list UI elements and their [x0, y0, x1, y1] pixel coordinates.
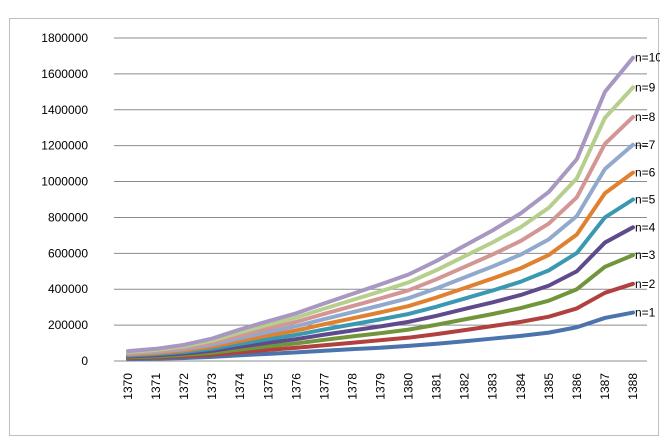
series-label: n=10: [635, 51, 660, 65]
line-chart: 0 200000 400000 600000 800000 1000000 1200000 1…: [41, 31, 660, 400]
series-lines: [126, 55, 635, 362]
x-tick-label: 1383: [486, 373, 500, 400]
x-tick-label: 1372: [177, 373, 191, 400]
x-tick-label: 1371: [149, 373, 163, 400]
series-label: n=1: [635, 306, 656, 320]
gridlines: [114, 37, 647, 362]
x-tick-label: 1377: [317, 373, 331, 400]
series-line-n=9: [126, 85, 635, 355]
x-tick-label: 1373: [205, 373, 219, 400]
series-label: n=2: [635, 277, 656, 291]
x-tick-label: 1370: [121, 373, 135, 400]
x-tick-label: 1374: [233, 373, 247, 400]
series-label: n=3: [635, 248, 656, 262]
y-tick-label: 800000: [48, 210, 88, 224]
series-labels: n=1 n=2 n=3 n=4 n=5 n=6 n=7 n=8 n=9 n=10: [635, 51, 660, 320]
y-tick-label: 1800000: [41, 31, 88, 45]
series-label: n=6: [635, 166, 656, 180]
series-line-n=5: [126, 197, 635, 358]
y-tick-label: 1200000: [41, 139, 88, 153]
x-tick-label: 1385: [542, 373, 556, 400]
x-tick-label: 1388: [626, 373, 640, 400]
y-tick-label: 0: [81, 354, 88, 368]
y-tick-label: 1000000: [41, 175, 88, 189]
x-tick-label: 1376: [289, 373, 303, 400]
series-label: n=8: [635, 110, 656, 124]
series-label: n=9: [635, 80, 656, 94]
y-tick-label: 600000: [48, 246, 88, 260]
series-line-n=10: [126, 55, 635, 354]
series-label: n=5: [635, 193, 656, 207]
y-tick-label: 200000: [48, 318, 88, 332]
x-tick-label: 1379: [374, 373, 388, 400]
x-tick-label: 1375: [261, 373, 275, 400]
y-axis-tick-labels: 0 200000 400000 600000 800000 1000000 1200000 1…: [41, 31, 88, 368]
x-axis-tick-labels: 1370 1371 1372 1373 1374 1375 1376 1377 1378 1379…: [121, 373, 640, 400]
series-label: n=4: [635, 220, 656, 234]
x-tick-label: 1382: [458, 373, 472, 400]
x-tick-label: 1386: [570, 373, 584, 400]
chart-frame: 0 200000 400000 600000 800000 1000000 1200000 1…: [9, 18, 660, 436]
series-line-n=1: [126, 310, 635, 362]
x-tick-label: 1380: [402, 373, 416, 400]
y-tick-label: 1400000: [41, 103, 88, 117]
x-tick-label: 1381: [430, 373, 444, 400]
series-label: n=7: [635, 138, 656, 152]
x-tick-label: 1387: [598, 373, 612, 400]
x-tick-label: 1378: [345, 373, 359, 400]
x-tick-label: 1384: [514, 373, 528, 400]
y-tick-label: 400000: [48, 282, 88, 296]
y-tick-label: 1600000: [41, 67, 88, 81]
